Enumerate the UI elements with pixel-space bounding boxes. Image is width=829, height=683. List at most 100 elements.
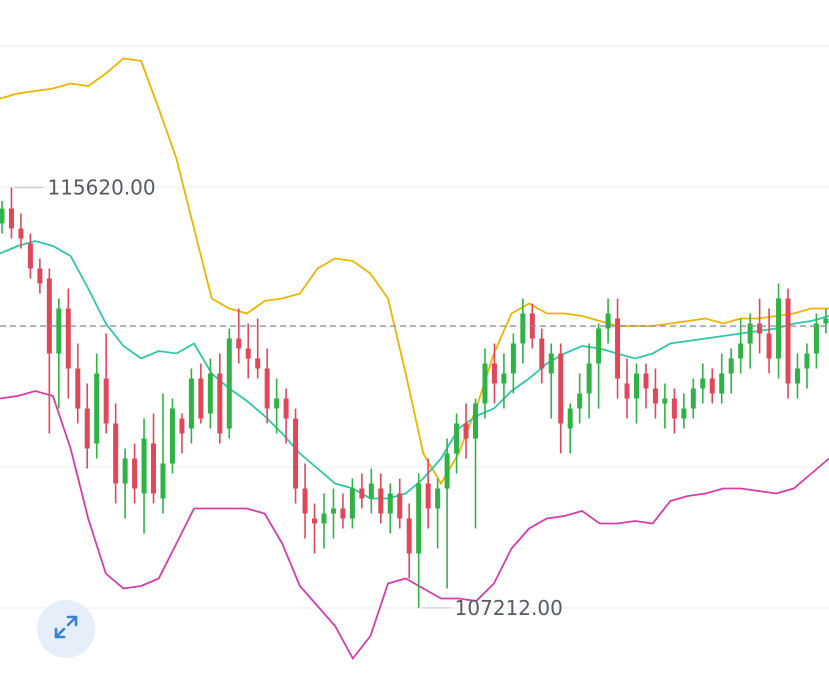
candle-body	[444, 453, 450, 489]
candle	[264, 348, 270, 424]
candle	[18, 213, 24, 249]
candle	[65, 288, 71, 399]
candle-body	[84, 408, 90, 449]
candle-body	[501, 373, 507, 384]
candle-body	[719, 373, 725, 394]
candle-body	[662, 398, 668, 404]
candle-body	[207, 373, 213, 414]
candle-body	[302, 488, 308, 514]
candle	[293, 408, 299, 504]
candle-body	[18, 228, 24, 239]
candle-body	[776, 298, 782, 359]
candle	[567, 403, 573, 454]
candle-body	[463, 423, 469, 439]
expand-icon	[51, 612, 81, 647]
candle-body	[785, 298, 791, 384]
candle	[397, 478, 403, 529]
candle	[633, 363, 639, 424]
candle	[141, 418, 147, 534]
candle	[169, 398, 175, 474]
candle	[188, 368, 194, 444]
candle-body	[416, 483, 422, 554]
candle	[444, 438, 450, 589]
candle-body	[75, 368, 81, 409]
candle	[122, 448, 128, 519]
candle-body	[37, 268, 43, 284]
candle	[132, 443, 138, 504]
candle-body	[368, 483, 374, 499]
candle-body	[274, 398, 280, 409]
candle-body	[198, 378, 204, 419]
candle-body	[539, 338, 545, 369]
candle-body	[548, 353, 554, 374]
candle	[56, 298, 62, 409]
candle-body	[709, 378, 715, 394]
candle	[283, 388, 289, 444]
candle-body	[8, 208, 14, 229]
candle	[757, 298, 763, 354]
candle-body	[132, 458, 138, 489]
candle-body	[633, 373, 639, 399]
candle	[794, 353, 800, 399]
candle-body	[283, 398, 289, 419]
candle-body	[113, 423, 119, 484]
candle	[321, 493, 327, 549]
candle-body	[823, 318, 829, 324]
candle-body	[671, 398, 677, 419]
candle	[804, 343, 810, 389]
candle	[27, 233, 33, 279]
candle-body	[406, 518, 412, 554]
candle	[226, 328, 232, 439]
candle	[491, 343, 497, 404]
candle	[368, 468, 374, 514]
candle	[245, 323, 251, 379]
candle-body	[169, 408, 175, 464]
candle-body	[586, 363, 592, 394]
candle	[473, 398, 478, 529]
candle	[671, 388, 677, 434]
candle	[160, 393, 166, 514]
bollinger-bands	[0, 57, 829, 661]
candle	[719, 353, 725, 404]
candle	[482, 348, 488, 419]
low-annotation: 107212.00	[421, 596, 563, 620]
candle	[103, 333, 109, 434]
candle-body	[293, 418, 299, 489]
candle-body	[387, 493, 393, 514]
candle-body	[804, 353, 810, 369]
candle-body	[624, 383, 630, 399]
candle	[274, 378, 280, 434]
candle	[738, 318, 744, 374]
high-annotation: 115620.00	[14, 176, 156, 200]
candle	[330, 488, 336, 539]
candle-body	[567, 408, 573, 429]
candle	[586, 343, 592, 419]
middle-band-line	[0, 240, 829, 500]
candle	[236, 308, 242, 364]
candle-body	[738, 343, 744, 359]
candle	[558, 343, 564, 454]
low-price-label: 107212.00	[455, 596, 563, 620]
candle	[435, 478, 441, 549]
candle	[349, 478, 355, 529]
candle	[37, 258, 43, 294]
expand-button[interactable]	[37, 600, 95, 658]
candle-body	[245, 348, 251, 359]
candle	[766, 308, 772, 374]
candle-body	[700, 378, 706, 389]
candle	[520, 298, 526, 364]
candle-body	[577, 393, 583, 409]
candle-body	[349, 488, 355, 519]
candle	[340, 493, 346, 529]
candle-body	[27, 243, 33, 269]
candle	[776, 283, 782, 379]
candle	[359, 473, 365, 509]
candle-body	[236, 338, 242, 349]
candle	[198, 363, 204, 424]
candle-body	[46, 278, 52, 354]
candle-body	[794, 368, 800, 384]
candle	[747, 313, 753, 369]
candle	[728, 348, 734, 394]
candle	[662, 383, 668, 429]
